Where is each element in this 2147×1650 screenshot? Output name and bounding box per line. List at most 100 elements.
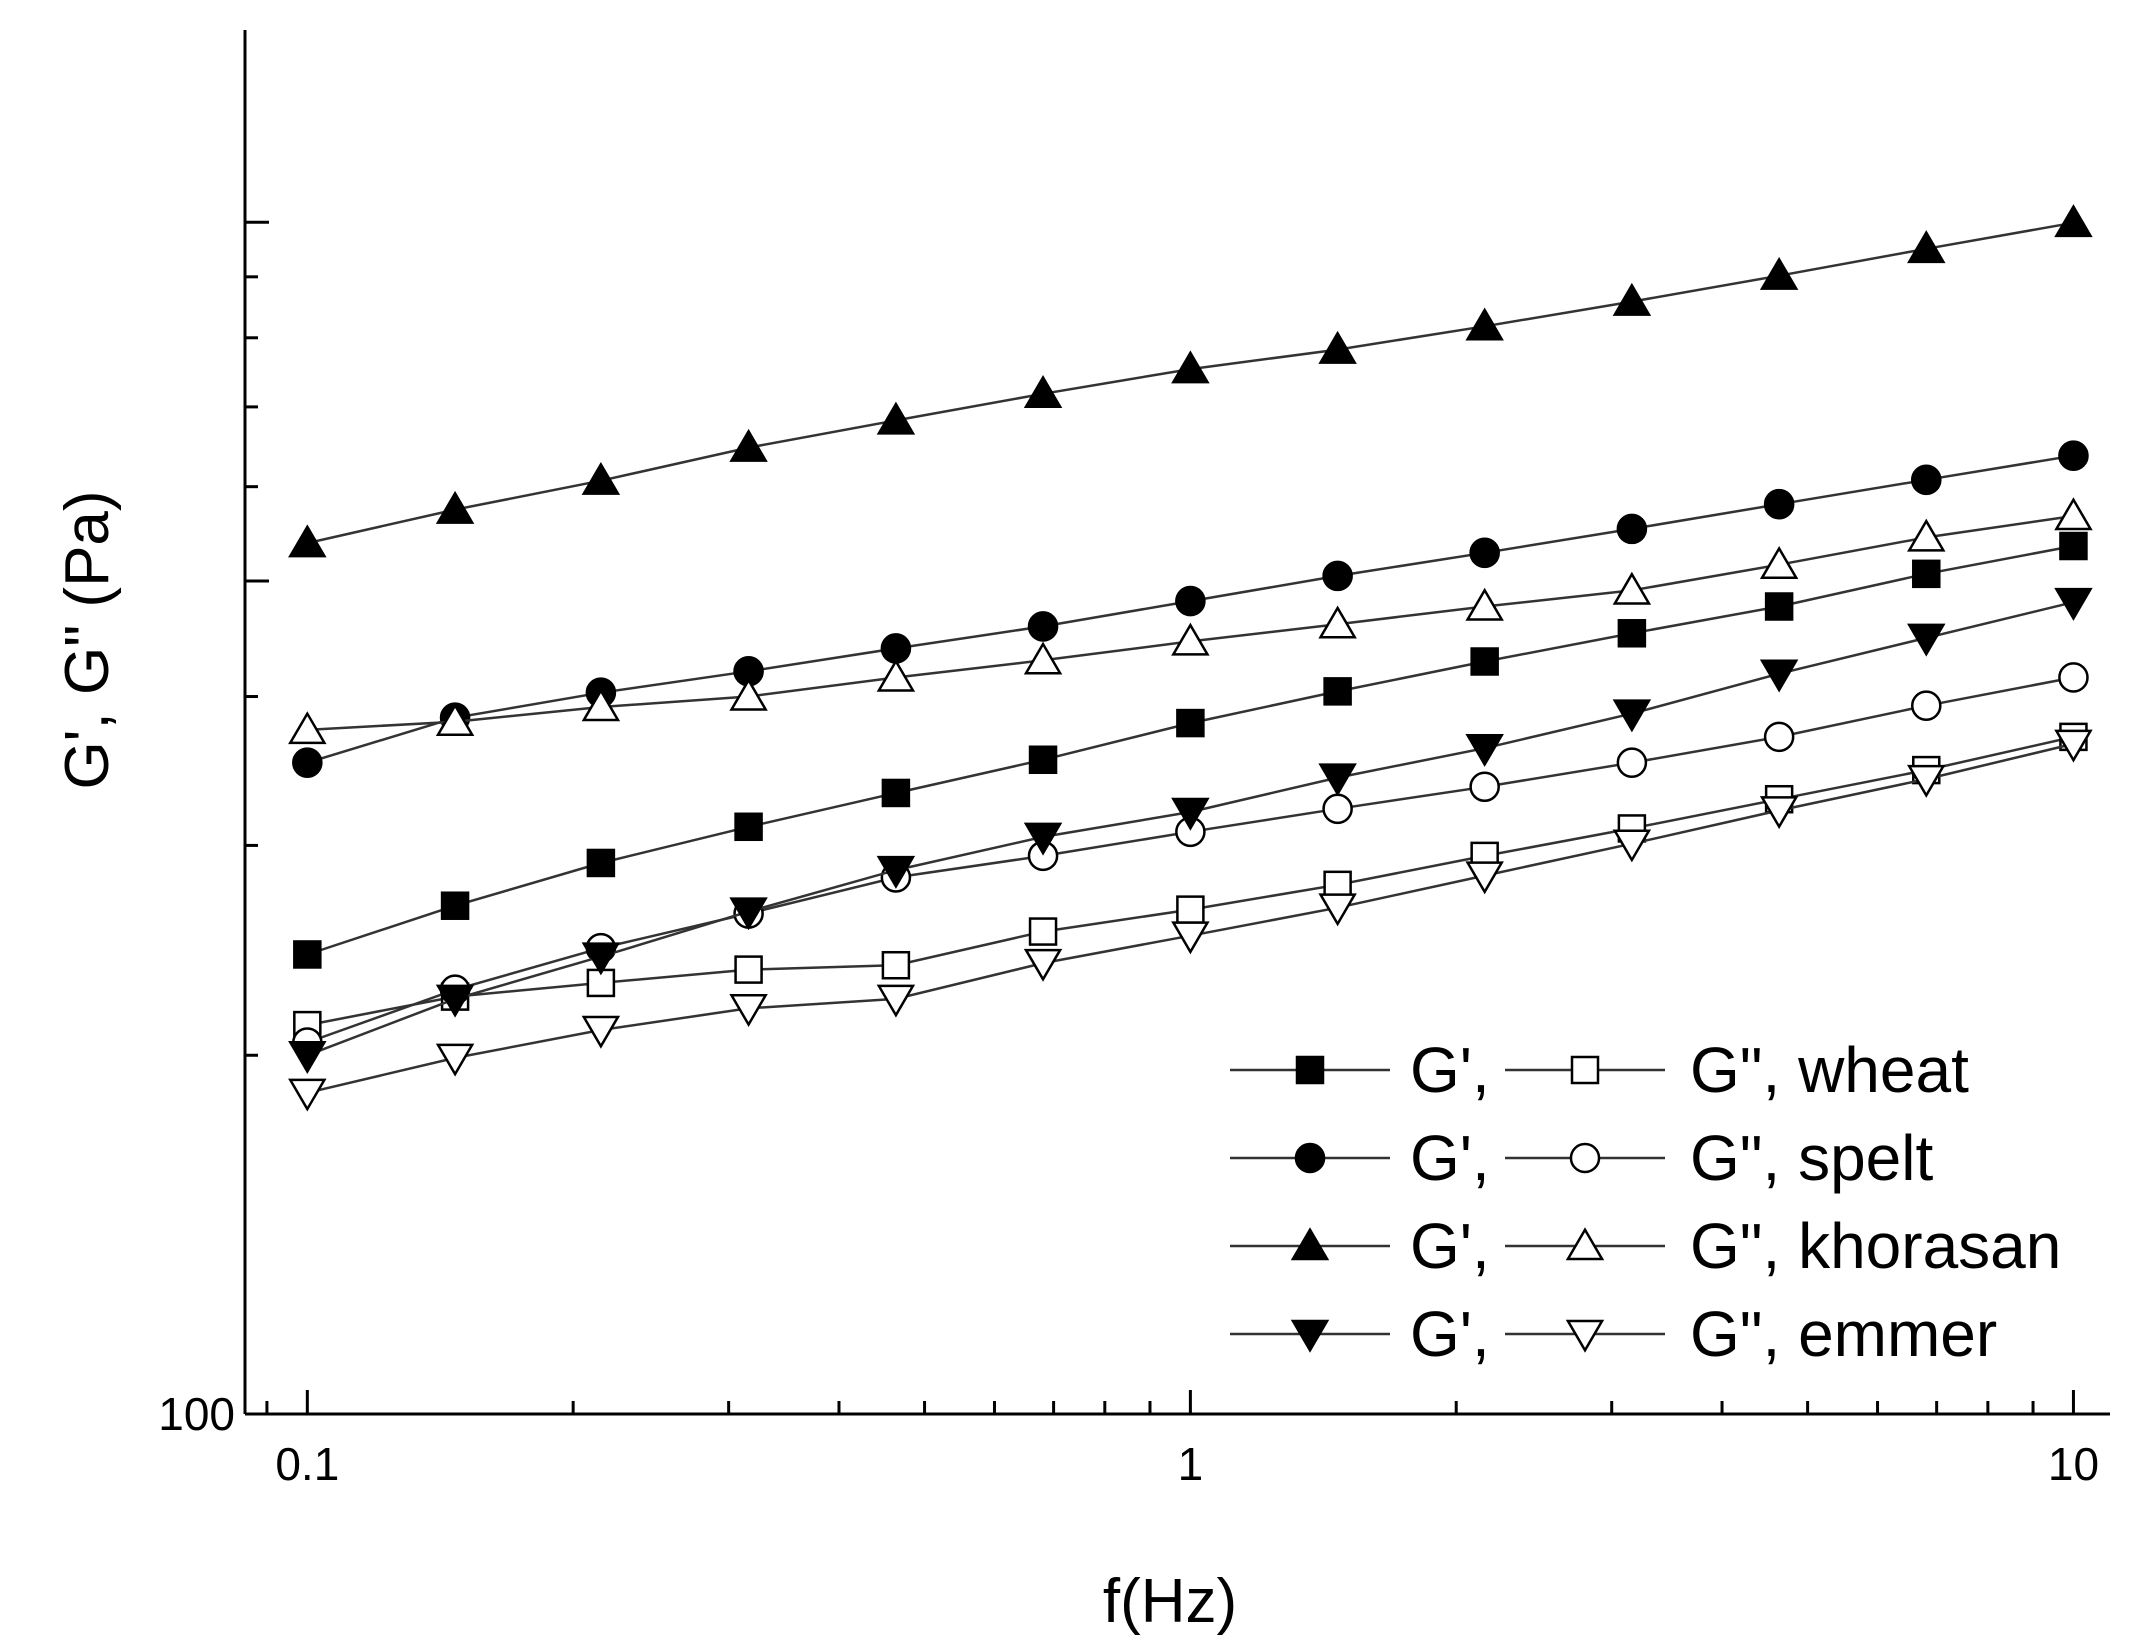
- data-point: [1907, 623, 1946, 657]
- data-point: [1910, 464, 1942, 496]
- legend-label-gdouble: G", spelt: [1690, 1122, 1933, 1194]
- data-point: [581, 1015, 621, 1049]
- data-point: [581, 688, 621, 722]
- legend-entry: G', G", spelt: [1230, 1122, 1933, 1194]
- data-point: [288, 524, 327, 558]
- data-point: [1616, 513, 1648, 545]
- data-point: [288, 1041, 327, 1074]
- data-point: [881, 778, 911, 808]
- data-point: [1469, 771, 1500, 803]
- legend-label-gprime: G',: [1410, 1298, 1490, 1370]
- data-point: [581, 461, 621, 495]
- data-point: [1465, 307, 1504, 341]
- data-point: [881, 950, 911, 980]
- data-point: [1763, 721, 1795, 753]
- legend-marker-open: [1570, 1055, 1600, 1085]
- legend-marker-filled: [1290, 1227, 1330, 1261]
- data-point: [1465, 861, 1504, 895]
- data-point: [581, 942, 621, 976]
- data-point: [876, 658, 916, 692]
- data-point: [288, 711, 327, 745]
- data-point: [2054, 587, 2093, 621]
- data-point: [876, 855, 916, 889]
- data-point: [2054, 204, 2093, 238]
- legend-label-gprime: G',: [1410, 1122, 1490, 1194]
- data-point: [1027, 611, 1059, 642]
- data-point: [734, 955, 763, 984]
- data-point: [1322, 560, 1353, 592]
- data-point: [1907, 230, 1946, 264]
- data-point: [1469, 537, 1500, 569]
- data-point: [1470, 647, 1499, 676]
- data-point: [1907, 518, 1946, 552]
- series-g-wheat: [293, 531, 2088, 969]
- data-point: [1763, 488, 1795, 520]
- data-point: [435, 702, 475, 736]
- data-point: [293, 940, 322, 969]
- data-point: [2058, 440, 2089, 471]
- legend-label-gprime: G',: [1410, 1034, 1490, 1106]
- legend-marker-open: [1565, 1227, 1605, 1261]
- data-point: [1028, 745, 1058, 775]
- data-point: [1612, 571, 1652, 605]
- data-point: [1023, 375, 1063, 409]
- data-point: [729, 428, 768, 462]
- data-point: [1176, 708, 1205, 738]
- data-point: [1318, 763, 1357, 797]
- legend-entry: G', G", emmer: [1230, 1298, 1997, 1370]
- data-point: [2054, 497, 2093, 531]
- data-point: [1612, 699, 1652, 733]
- legend-marker-filled: [1290, 1319, 1330, 1353]
- legend-label-gdouble: G", emmer: [1690, 1298, 1997, 1370]
- data-point: [435, 984, 475, 1018]
- data-point: [1318, 330, 1357, 364]
- axes: 0.1 1 10 100: [158, 30, 2110, 1490]
- data-point: [1910, 690, 1942, 721]
- data-point: [1612, 282, 1652, 316]
- data-point: [1171, 350, 1210, 384]
- legend-label-gprime: G',: [1410, 1210, 1490, 1282]
- data-point: [1171, 797, 1210, 831]
- data-point: [1028, 917, 1058, 946]
- series-layer: [288, 204, 2093, 1112]
- data-point: [586, 848, 616, 878]
- data-point: [1171, 622, 1210, 656]
- data-point: [1023, 822, 1063, 856]
- legend-label-gdouble: G", khorasan: [1690, 1210, 2061, 1282]
- legend-entry: G', G", wheat: [1230, 1034, 1969, 1106]
- data-point: [1759, 256, 1799, 290]
- series-g-khorasan: [288, 497, 2093, 745]
- data-point: [1759, 796, 1799, 830]
- data-point: [734, 812, 763, 842]
- data-point: [876, 984, 916, 1018]
- data-point: [440, 891, 470, 920]
- data-point: [1171, 921, 1210, 955]
- legend-marker-open: [1565, 1319, 1605, 1353]
- data-point: [435, 490, 475, 524]
- data-point: [729, 677, 768, 711]
- data-point: [1617, 619, 1647, 648]
- data-point: [1175, 585, 1206, 617]
- data-point: [1176, 895, 1205, 924]
- data-point: [1322, 793, 1353, 825]
- series-g-emmer: [288, 729, 2093, 1112]
- data-point: [1616, 747, 1648, 778]
- x-tick-label: 10: [2048, 1438, 2099, 1490]
- data-point: [288, 1078, 327, 1112]
- data-point: [2054, 729, 2093, 763]
- data-point: [1465, 733, 1504, 767]
- data-point: [1465, 587, 1504, 621]
- data-point: [729, 994, 768, 1028]
- data-point: [1318, 893, 1357, 927]
- data-point: [2058, 662, 2089, 693]
- data-point: [2059, 531, 2088, 561]
- data-point: [1323, 677, 1352, 706]
- data-point: [1759, 546, 1799, 579]
- data-point: [880, 633, 912, 664]
- data-point: [876, 401, 916, 435]
- data-point: [292, 747, 323, 778]
- legend-marker-open: [1569, 1142, 1601, 1174]
- series-g-khorasan: [288, 204, 2093, 558]
- x-axis-title: f(Hz): [1103, 1567, 1237, 1636]
